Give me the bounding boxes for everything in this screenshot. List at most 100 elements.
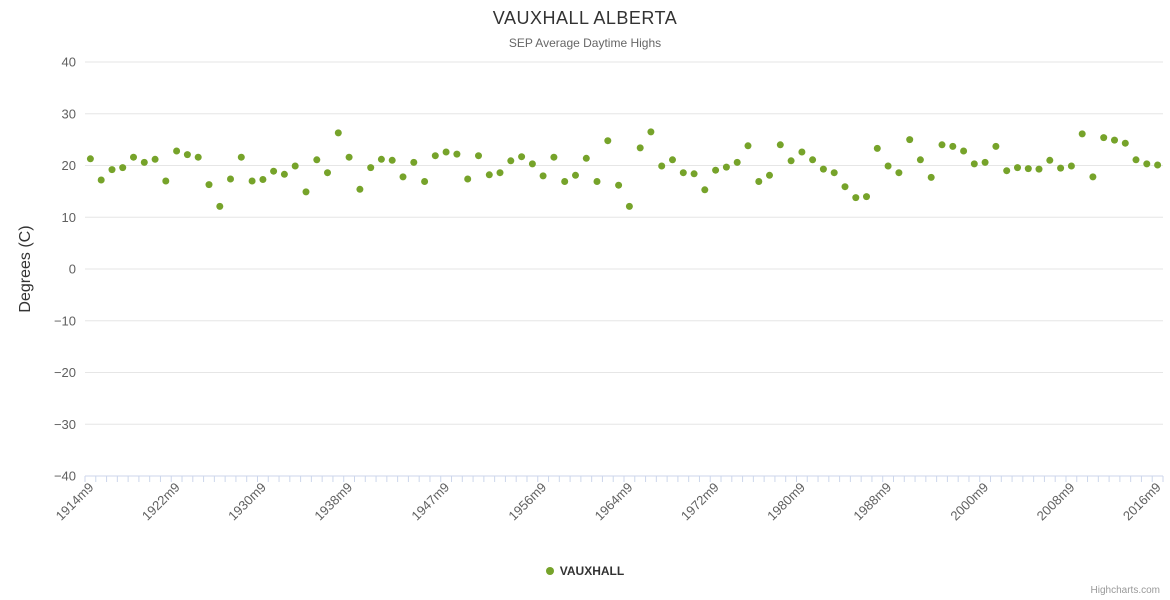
data-point[interactable] <box>712 166 720 174</box>
data-point[interactable] <box>647 128 655 136</box>
data-point[interactable] <box>906 136 914 144</box>
data-point[interactable] <box>97 176 105 184</box>
data-point[interactable] <box>819 165 827 173</box>
data-point[interactable] <box>464 175 472 183</box>
data-point[interactable] <box>927 173 935 181</box>
data-point[interactable] <box>776 141 784 149</box>
data-point[interactable] <box>744 142 752 150</box>
data-point[interactable] <box>679 169 687 177</box>
data-point[interactable] <box>884 162 892 170</box>
data-point[interactable] <box>722 163 730 171</box>
data-point[interactable] <box>873 144 881 152</box>
legend-item-vauxhall[interactable]: VAUXHALL <box>0 564 1170 578</box>
data-point[interactable] <box>507 157 515 165</box>
data-point[interactable] <box>194 153 202 161</box>
data-point[interactable] <box>1035 165 1043 173</box>
data-point[interactable] <box>1024 165 1032 173</box>
data-point[interactable] <box>755 178 763 185</box>
data-point[interactable] <box>766 171 773 179</box>
data-point[interactable] <box>1111 136 1118 144</box>
data-point[interactable] <box>108 166 116 174</box>
data-point[interactable] <box>280 170 288 178</box>
data-point[interactable] <box>798 148 806 156</box>
data-point[interactable] <box>334 129 342 137</box>
data-point[interactable] <box>453 150 461 158</box>
data-point[interactable] <box>248 177 256 185</box>
data-point[interactable] <box>227 175 234 183</box>
data-point[interactable] <box>658 162 666 170</box>
data-point[interactable] <box>356 185 364 193</box>
data-point[interactable] <box>421 178 429 185</box>
data-point[interactable] <box>1132 156 1140 164</box>
data-point[interactable] <box>140 158 148 166</box>
data-point[interactable] <box>528 160 536 168</box>
data-point[interactable] <box>119 164 127 172</box>
data-point[interactable] <box>863 193 870 201</box>
data-point[interactable] <box>410 158 418 166</box>
data-point[interactable] <box>205 181 213 189</box>
data-point[interactable] <box>1089 173 1097 181</box>
data-point[interactable] <box>604 137 612 145</box>
data-point[interactable] <box>388 156 396 164</box>
data-point[interactable] <box>367 164 375 172</box>
data-point[interactable] <box>1046 156 1054 164</box>
data-point[interactable] <box>86 155 94 163</box>
data-point[interactable] <box>1143 160 1151 168</box>
data-point[interactable] <box>636 144 644 152</box>
data-point[interactable] <box>841 183 849 191</box>
data-point[interactable] <box>173 147 181 155</box>
data-point[interactable] <box>442 148 450 156</box>
data-point[interactable] <box>539 172 547 180</box>
data-point[interactable] <box>981 158 989 166</box>
data-point[interactable] <box>291 162 299 170</box>
data-point[interactable] <box>183 151 191 159</box>
data-point[interactable] <box>970 160 978 168</box>
data-point[interactable] <box>938 141 946 149</box>
data-point[interactable] <box>302 188 310 196</box>
data-point[interactable] <box>270 167 278 175</box>
data-point[interactable] <box>582 154 590 162</box>
data-point[interactable] <box>572 171 579 179</box>
data-point[interactable] <box>1057 164 1065 172</box>
data-point[interactable] <box>895 169 903 177</box>
data-point[interactable] <box>1078 130 1086 138</box>
data-point[interactable] <box>615 181 623 189</box>
data-point[interactable] <box>992 142 1000 150</box>
data-point[interactable] <box>377 155 385 163</box>
data-point[interactable] <box>690 170 698 178</box>
data-point[interactable] <box>345 153 353 161</box>
data-point[interactable] <box>1154 161 1162 169</box>
data-point[interactable] <box>960 147 968 155</box>
data-point[interactable] <box>830 169 838 177</box>
data-point[interactable] <box>431 152 439 160</box>
data-point[interactable] <box>593 178 601 185</box>
data-point[interactable] <box>561 178 569 185</box>
data-point[interactable] <box>550 153 558 161</box>
data-point[interactable] <box>237 153 245 161</box>
data-point[interactable] <box>852 194 860 202</box>
data-point[interactable] <box>1067 162 1075 170</box>
data-point[interactable] <box>216 202 224 210</box>
data-point[interactable] <box>949 142 957 150</box>
data-point[interactable] <box>259 176 267 183</box>
data-point[interactable] <box>1003 167 1011 175</box>
data-point[interactable] <box>669 156 676 164</box>
data-point[interactable] <box>162 177 170 185</box>
data-point[interactable] <box>733 158 741 166</box>
data-point[interactable] <box>787 157 795 165</box>
highcharts-credits-link[interactable]: Highcharts.com <box>1090 585 1160 596</box>
data-point[interactable] <box>496 169 504 177</box>
data-point[interactable] <box>485 171 493 179</box>
data-point[interactable] <box>518 153 526 161</box>
data-point[interactable] <box>1014 164 1021 172</box>
data-point[interactable] <box>313 156 321 164</box>
data-point[interactable] <box>625 202 633 210</box>
data-point[interactable] <box>324 169 331 177</box>
data-point[interactable] <box>475 152 482 160</box>
data-point[interactable] <box>151 155 159 163</box>
data-point[interactable] <box>1121 139 1129 147</box>
data-point[interactable] <box>701 186 709 194</box>
data-point[interactable] <box>130 153 137 161</box>
data-point[interactable] <box>809 156 817 164</box>
data-point[interactable] <box>1100 134 1108 142</box>
